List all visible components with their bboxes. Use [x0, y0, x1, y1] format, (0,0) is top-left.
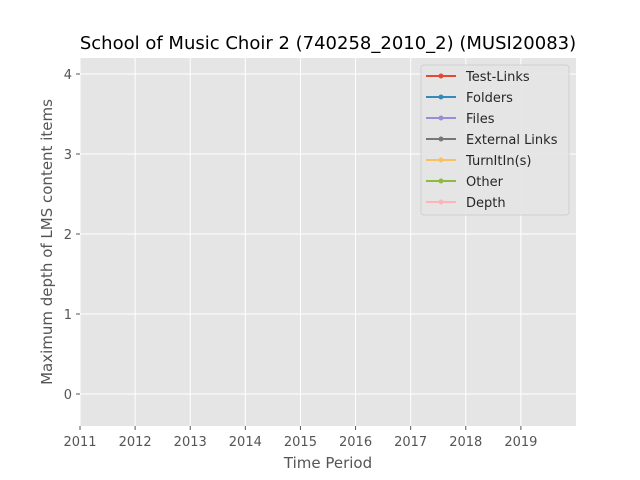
legend-label: Test-Links	[465, 70, 530, 85]
y-tick-label: 1	[64, 308, 72, 323]
x-tick-label: 2018	[449, 435, 482, 450]
legend-box	[420, 64, 570, 216]
x-tick-label: 2017	[394, 435, 427, 450]
legend-label: Folders	[466, 91, 513, 106]
legend-label: Other	[466, 175, 504, 190]
x-tick-label: 2019	[504, 435, 537, 450]
x-axis-ticks: 2011 2012 2013 2014 2015 2016 2017 2018 2019	[63, 426, 537, 450]
chart-title: School of Music Choir 2 (740258_2010_2) …	[80, 33, 576, 54]
y-tick-label: 4	[64, 68, 72, 83]
x-tick-label: 2013	[174, 435, 207, 450]
y-tick-label: 3	[64, 148, 72, 163]
legend-marker	[438, 115, 444, 121]
y-tick-label: 2	[64, 228, 72, 243]
legend-label: TurnItIn(s)	[465, 154, 531, 169]
y-tick-label: 0	[64, 388, 72, 403]
legend-marker	[438, 199, 444, 205]
y-axis-ticks: 0 1 2 3 4	[64, 68, 80, 403]
legend-marker	[438, 94, 444, 100]
x-tick-label: 2016	[339, 435, 372, 450]
legend-marker	[438, 136, 444, 142]
x-tick-label: 2015	[284, 435, 317, 450]
x-tick-label: 2012	[119, 435, 152, 450]
legend: Test-Links Folders Files External Links Turn…	[420, 64, 570, 216]
x-tick-label: 2014	[229, 435, 262, 450]
x-tick-label: 2011	[63, 435, 96, 450]
legend-marker	[438, 157, 444, 163]
y-axis-label: Maximum depth of LMS content items	[38, 99, 56, 385]
legend-label: Depth	[466, 196, 506, 211]
legend-label: External Links	[466, 133, 558, 148]
legend-marker	[438, 178, 444, 184]
legend-marker	[438, 73, 444, 79]
legend-label: Files	[466, 112, 495, 127]
x-axis-label: Time Period	[283, 454, 372, 472]
